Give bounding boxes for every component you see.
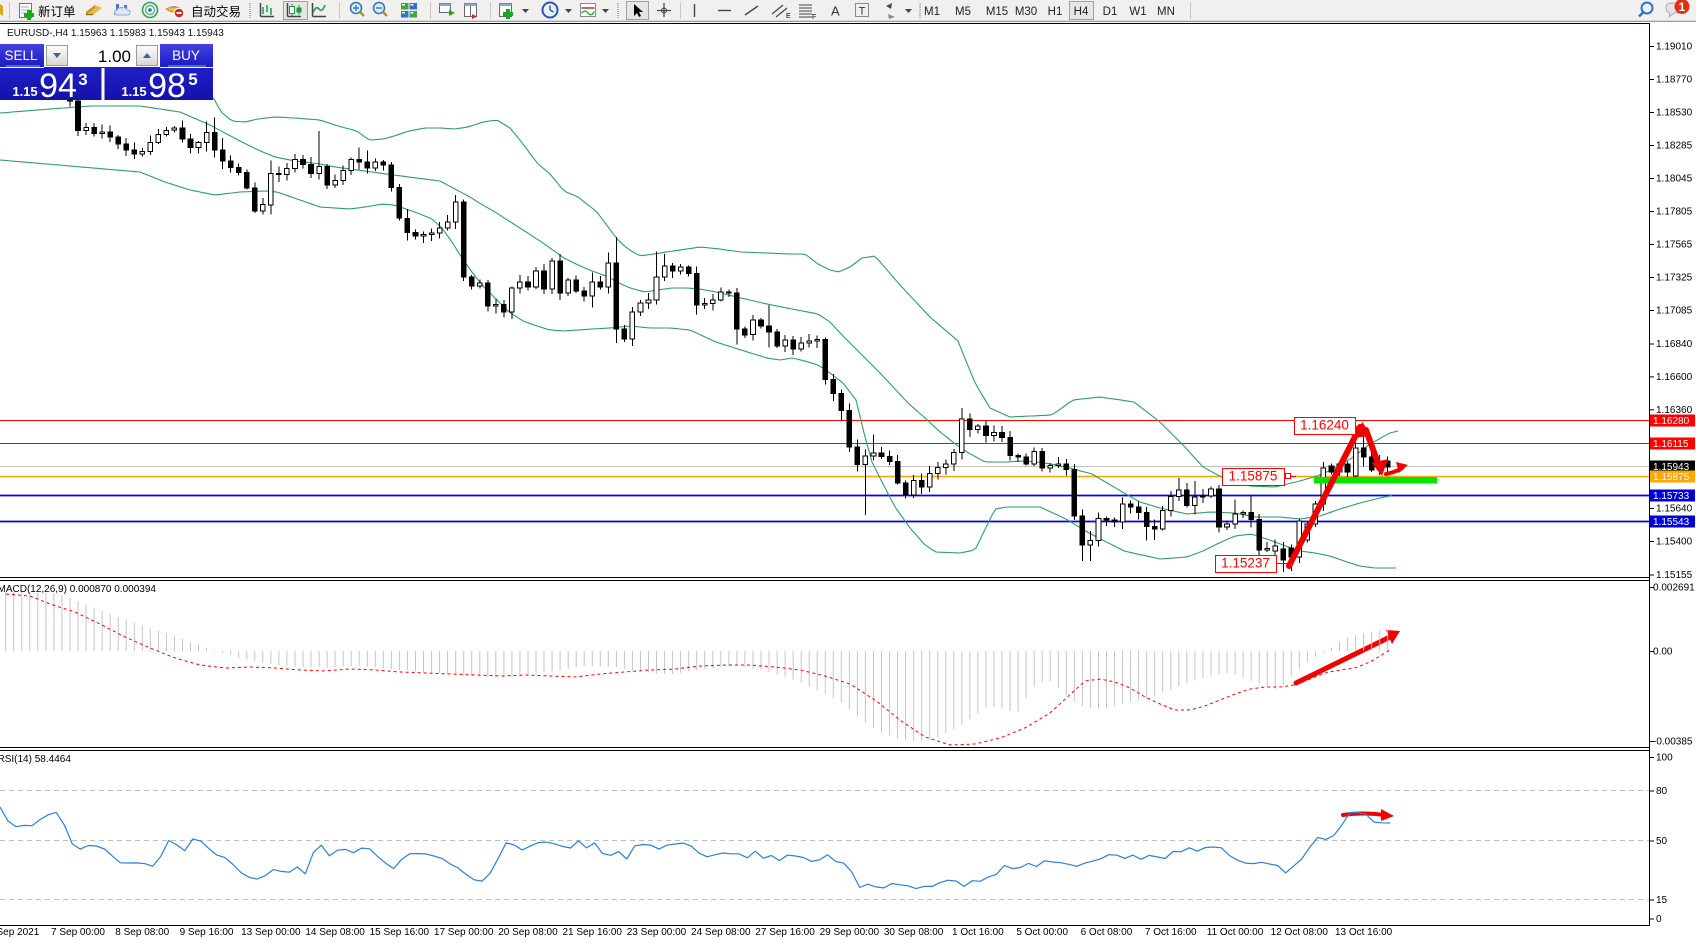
svg-text:100: 100 [1656, 753, 1673, 764]
svg-text:1.15155: 1.15155 [1656, 570, 1693, 581]
svg-text:MN: MN [1157, 6, 1175, 18]
svg-text:12 Oct 08:00: 12 Oct 08:00 [1271, 927, 1329, 938]
svg-text:H1: H1 [1048, 6, 1063, 18]
svg-text:1: 1 [1679, 0, 1686, 14]
svg-text:1.16840: 1.16840 [1656, 339, 1693, 350]
svg-text:E: E [786, 13, 791, 20]
svg-text:1.15237: 1.15237 [1221, 556, 1270, 571]
svg-text:BUY: BUY [172, 48, 200, 63]
svg-text:1.15733: 1.15733 [1653, 491, 1690, 502]
svg-text:1.18770: 1.18770 [1656, 75, 1693, 86]
svg-text:T: T [859, 6, 866, 18]
svg-text:3 Sep 2021: 3 Sep 2021 [0, 927, 40, 938]
svg-text:50: 50 [1656, 836, 1668, 847]
svg-text:H4: H4 [1074, 6, 1089, 18]
svg-text:0: 0 [1656, 914, 1662, 925]
svg-text:1 Oct 16:00: 1 Oct 16:00 [952, 927, 1004, 938]
svg-text:1.15943: 1.15943 [1653, 462, 1690, 473]
svg-text:27 Sep 16:00: 27 Sep 16:00 [755, 927, 815, 938]
svg-text:1.17565: 1.17565 [1656, 240, 1693, 251]
svg-text:1.16240: 1.16240 [1300, 418, 1349, 433]
svg-text:1.16600: 1.16600 [1656, 372, 1693, 383]
svg-text:EURUSD-,H4 1.15963 1.15983 1.: EURUSD-,H4 1.15963 1.15983 1.15943 1.159… [7, 28, 224, 39]
svg-text:-0.00385: -0.00385 [1653, 737, 1693, 748]
svg-text:14 Sep 08:00: 14 Sep 08:00 [305, 927, 365, 938]
svg-text:1.15400: 1.15400 [1656, 537, 1693, 548]
svg-text:1.15543: 1.15543 [1653, 517, 1690, 528]
svg-text:21 Sep 16:00: 21 Sep 16:00 [562, 927, 622, 938]
svg-text:新订单: 新订单 [38, 4, 76, 19]
svg-text:1.15640: 1.15640 [1656, 504, 1693, 515]
svg-text:15: 15 [1656, 895, 1668, 906]
svg-text:7 Oct 16:00: 7 Oct 16:00 [1145, 927, 1197, 938]
svg-text:1.15: 1.15 [12, 84, 37, 99]
svg-text:1.17325: 1.17325 [1656, 273, 1693, 284]
svg-text:1.00: 1.00 [98, 47, 131, 66]
svg-text:1.15: 1.15 [121, 84, 146, 99]
svg-text:94: 94 [39, 67, 77, 105]
svg-text:8 Sep 08:00: 8 Sep 08:00 [115, 927, 169, 938]
svg-text:F: F [812, 14, 816, 21]
svg-text:0.002691: 0.002691 [1653, 583, 1695, 594]
svg-text:23 Sep 00:00: 23 Sep 00:00 [627, 927, 687, 938]
svg-text:自动交易: 自动交易 [191, 4, 241, 19]
svg-text:5: 5 [188, 70, 197, 89]
svg-text:1.16360: 1.16360 [1656, 405, 1693, 416]
svg-text:M30: M30 [1015, 6, 1037, 18]
svg-text:M1: M1 [924, 6, 940, 18]
svg-text:6 Oct 08:00: 6 Oct 08:00 [1081, 927, 1133, 938]
svg-text:98: 98 [148, 67, 186, 105]
svg-text:30 Sep 08:00: 30 Sep 08:00 [884, 927, 944, 938]
svg-text:15 Sep 16:00: 15 Sep 16:00 [370, 927, 430, 938]
svg-text:1.18530: 1.18530 [1656, 108, 1693, 119]
svg-text:1.16280: 1.16280 [1653, 416, 1690, 427]
svg-text:SELL: SELL [4, 48, 38, 63]
svg-text:7 Sep 00:00: 7 Sep 00:00 [51, 927, 105, 938]
svg-text:M15: M15 [986, 6, 1008, 18]
svg-text:1.17805: 1.17805 [1656, 207, 1693, 218]
svg-text:11 Oct 00:00: 11 Oct 00:00 [1207, 927, 1264, 938]
svg-text:3: 3 [78, 70, 87, 89]
svg-text:17 Sep 00:00: 17 Sep 00:00 [434, 927, 494, 938]
svg-text:13 Oct 16:00: 13 Oct 16:00 [1335, 927, 1393, 938]
svg-text:1.16115: 1.16115 [1653, 439, 1689, 450]
svg-text:1.19010: 1.19010 [1656, 42, 1693, 53]
svg-text:9 Sep 16:00: 9 Sep 16:00 [180, 927, 234, 938]
svg-text:D1: D1 [1103, 6, 1118, 18]
svg-text:RSI(14) 58.4464: RSI(14) 58.4464 [0, 754, 71, 765]
svg-text:1.18285: 1.18285 [1656, 141, 1693, 152]
svg-text:13 Sep 00:00: 13 Sep 00:00 [241, 927, 301, 938]
svg-text:1.15875: 1.15875 [1653, 472, 1690, 483]
svg-text:A: A [831, 4, 840, 19]
svg-text:5 Oct 00:00: 5 Oct 00:00 [1016, 927, 1068, 938]
svg-text:1.18045: 1.18045 [1656, 174, 1693, 185]
svg-text:29 Sep 00:00: 29 Sep 00:00 [820, 927, 880, 938]
svg-text:80: 80 [1656, 786, 1668, 797]
svg-text:24 Sep 08:00: 24 Sep 08:00 [691, 927, 751, 938]
svg-text:1.17085: 1.17085 [1656, 306, 1693, 317]
svg-text:0.00: 0.00 [1653, 647, 1673, 658]
svg-text:1.15875: 1.15875 [1229, 469, 1278, 484]
svg-text:20 Sep 08:00: 20 Sep 08:00 [498, 927, 558, 938]
svg-text:M5: M5 [955, 6, 971, 18]
svg-text:W1: W1 [1129, 6, 1146, 18]
svg-text:MACD(12,26,9) 0.000870 0.00039: MACD(12,26,9) 0.000870 0.000394 [0, 584, 156, 595]
